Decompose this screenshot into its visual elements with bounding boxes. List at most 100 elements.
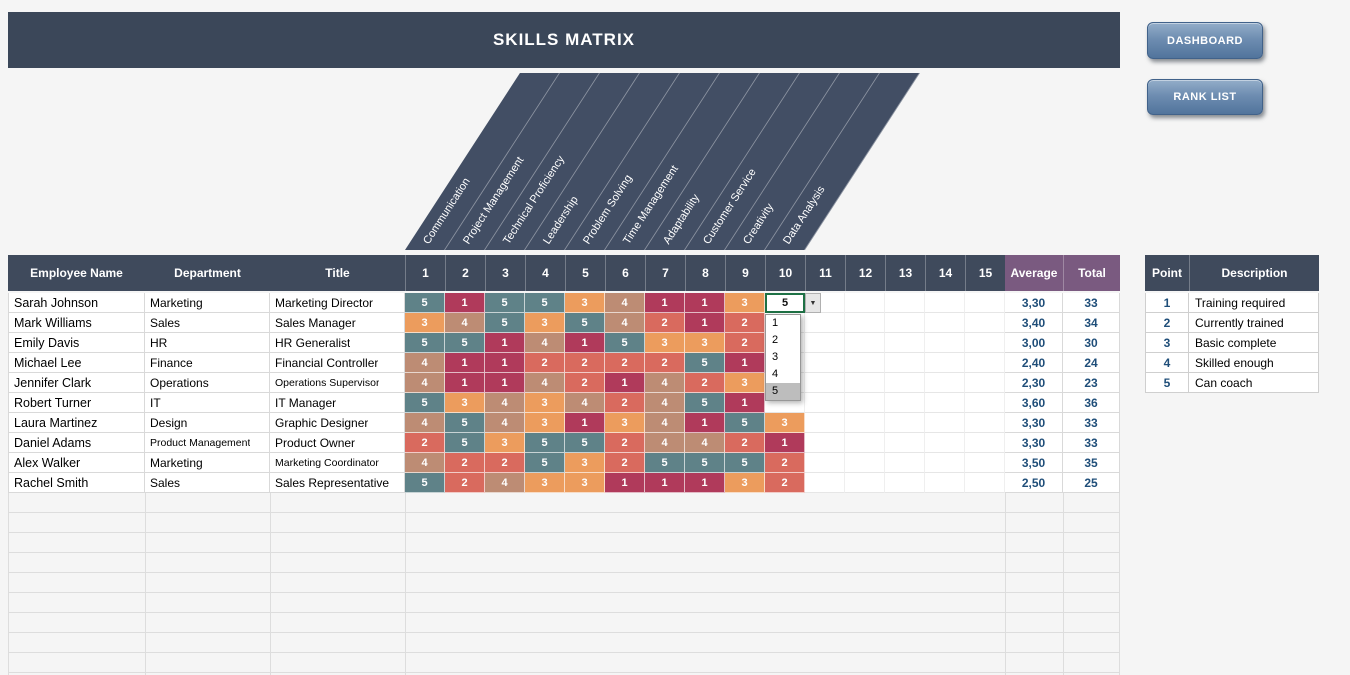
score-cell[interactable]: 2 (605, 393, 645, 413)
title-cell[interactable]: Sales Manager (270, 313, 405, 333)
employee-name-cell[interactable]: Alex Walker (8, 453, 145, 473)
score-cell[interactable]: 5 (685, 393, 725, 413)
score-cell[interactable] (965, 433, 1005, 453)
title-cell[interactable]: Graphic Designer (270, 413, 405, 433)
score-cell[interactable]: 1 (445, 373, 485, 393)
score-cell[interactable]: 4 (485, 473, 525, 493)
score-cell[interactable] (965, 333, 1005, 353)
score-cell[interactable]: 5 (605, 333, 645, 353)
score-cell[interactable] (885, 333, 925, 353)
score-cell[interactable]: 5 (405, 333, 445, 353)
score-cell[interactable]: 2 (725, 333, 765, 353)
score-cell[interactable] (925, 313, 965, 333)
score-cell[interactable] (885, 393, 925, 413)
score-cell[interactable] (925, 393, 965, 413)
score-cell[interactable] (965, 313, 1005, 333)
score-cell[interactable]: 5 (565, 433, 605, 453)
score-cell[interactable]: 4 (645, 393, 685, 413)
score-cell[interactable] (965, 373, 1005, 393)
department-cell[interactable]: HR (145, 333, 270, 353)
score-cell[interactable]: 4 (485, 393, 525, 413)
score-cell[interactable]: 5 (445, 413, 485, 433)
department-cell[interactable]: Marketing (145, 293, 270, 313)
score-cell[interactable]: 5 (685, 453, 725, 473)
score-cell[interactable]: 3 (525, 413, 565, 433)
score-cell[interactable]: 4 (405, 373, 445, 393)
title-cell[interactable]: Sales Representative (270, 473, 405, 493)
score-cell[interactable] (925, 373, 965, 393)
score-cell[interactable] (925, 413, 965, 433)
score-cell[interactable]: 3 (565, 293, 605, 313)
title-cell[interactable]: Operations Supervisor (270, 373, 405, 393)
score-cell[interactable]: 5 (565, 313, 605, 333)
score-cell[interactable] (805, 393, 845, 413)
score-cell[interactable]: 4 (645, 433, 685, 453)
score-cell[interactable]: 3 (685, 333, 725, 353)
score-cell[interactable]: 3 (725, 373, 765, 393)
score-cell[interactable]: 2 (645, 313, 685, 333)
score-cell[interactable]: 1 (565, 333, 605, 353)
score-cell[interactable]: 1 (725, 353, 765, 373)
employee-name-cell[interactable]: Mark Williams (8, 313, 145, 333)
score-cell[interactable]: 1 (485, 333, 525, 353)
department-cell[interactable]: Sales (145, 473, 270, 493)
score-cell[interactable] (805, 413, 845, 433)
score-cell[interactable]: 2 (445, 473, 485, 493)
title-cell[interactable]: HR Generalist (270, 333, 405, 353)
score-cell[interactable]: 2 (605, 433, 645, 453)
score-cell[interactable] (885, 413, 925, 433)
score-cell[interactable]: 2 (565, 353, 605, 373)
score-cell[interactable]: 3 (765, 413, 805, 433)
score-cell[interactable]: 1 (685, 413, 725, 433)
score-cell[interactable] (845, 313, 885, 333)
score-cell[interactable]: 2 (485, 453, 525, 473)
score-cell[interactable]: 5 (685, 353, 725, 373)
title-cell[interactable]: Product Owner (270, 433, 405, 453)
title-cell[interactable]: Marketing Director (270, 293, 405, 313)
title-cell[interactable]: IT Manager (270, 393, 405, 413)
score-cell[interactable]: 5 (405, 293, 445, 313)
score-cell[interactable]: 2 (765, 473, 805, 493)
score-cell[interactable]: 3 (405, 313, 445, 333)
score-cell[interactable] (885, 473, 925, 493)
score-cell[interactable]: 3 (605, 413, 645, 433)
department-cell[interactable]: IT (145, 393, 270, 413)
score-cell[interactable] (965, 393, 1005, 413)
score-cell[interactable]: 5 (525, 433, 565, 453)
score-cell[interactable]: 1 (605, 473, 645, 493)
department-cell[interactable]: Design (145, 413, 270, 433)
dropdown-option-4[interactable]: 4 (772, 368, 779, 380)
score-cell[interactable] (965, 453, 1005, 473)
score-cell[interactable] (845, 413, 885, 433)
score-cell[interactable]: 5 (525, 453, 565, 473)
score-cell[interactable]: 3 (565, 453, 605, 473)
score-cell[interactable]: 4 (685, 433, 725, 453)
employee-name-cell[interactable]: Rachel Smith (8, 473, 145, 493)
score-cell[interactable]: 4 (605, 313, 645, 333)
score-cell[interactable]: 5 (485, 293, 525, 313)
score-cell[interactable]: 5 (525, 293, 565, 313)
score-cell[interactable] (845, 473, 885, 493)
score-cell[interactable]: 2 (645, 353, 685, 373)
dropdown-option-2[interactable]: 2 (772, 334, 779, 346)
score-cell[interactable] (805, 333, 845, 353)
score-cell[interactable]: 4 (405, 413, 445, 433)
employee-name-cell[interactable]: Michael Lee (8, 353, 145, 373)
score-cell[interactable]: 4 (405, 353, 445, 373)
score-cell[interactable]: 1 (725, 393, 765, 413)
score-cell[interactable] (925, 433, 965, 453)
score-cell[interactable]: 1 (645, 473, 685, 493)
score-cell[interactable] (885, 293, 925, 313)
score-cell[interactable] (885, 433, 925, 453)
score-cell[interactable] (805, 433, 845, 453)
score-cell[interactable]: 3 (645, 333, 685, 353)
dropdown-option-1[interactable]: 1 (772, 317, 779, 329)
score-cell[interactable] (965, 293, 1005, 313)
score-cell[interactable] (925, 293, 965, 313)
score-cell[interactable]: 5 (645, 453, 685, 473)
score-cell[interactable]: 2 (525, 353, 565, 373)
score-cell[interactable] (885, 373, 925, 393)
score-cell[interactable]: 4 (485, 413, 525, 433)
employee-name-cell[interactable]: Emily Davis (8, 333, 145, 353)
score-cell[interactable]: 4 (645, 373, 685, 393)
